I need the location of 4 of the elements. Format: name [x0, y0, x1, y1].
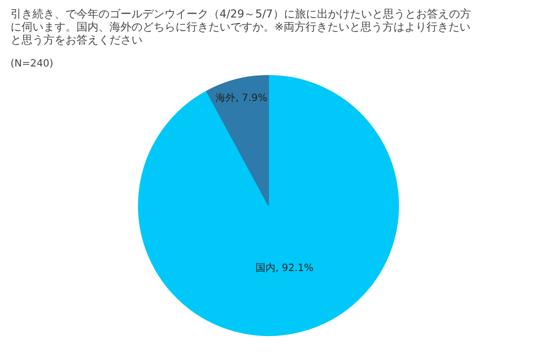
- text: (N=240): [10, 58, 54, 70]
- slice-label: 国内, 92.1%: [255, 262, 314, 274]
- slice-label: 海外, 7.9%: [215, 92, 268, 104]
- chart-title: 引き続き、で今年のゴールデンウイーク（4/29～5/7）に旅に出かけたいと思うとお答えの方に伺います。国内、海外のどちらに行きたいですか。※両方行きたいと思う方はより行きたいと思う方をお答えください: [10, 8, 471, 46]
